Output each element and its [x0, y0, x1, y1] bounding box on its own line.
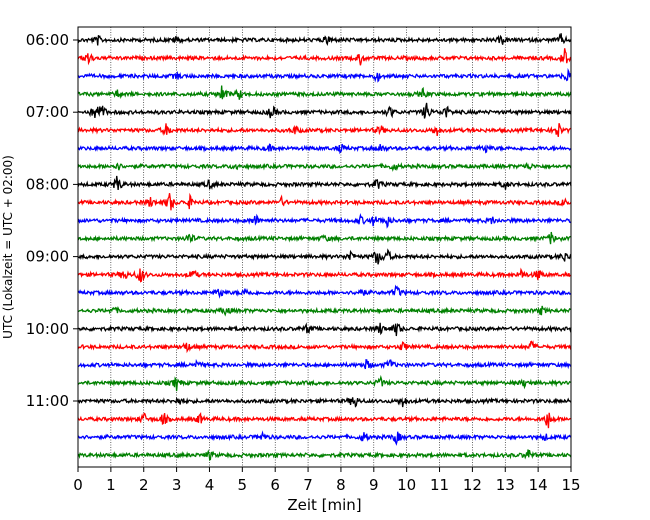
x-tick-label: 3: [172, 476, 182, 494]
x-tick-label: 6: [270, 476, 280, 494]
y-tick-label: 06:00: [26, 31, 69, 49]
x-axis-ticks: 0 1 2 3 4 5 6 7 8 9 10 11 12 13 14 15: [73, 467, 581, 494]
seismogram-trace: [77, 48, 572, 66]
seismogram-trace: [77, 284, 572, 299]
y-tick-label: 11:00: [26, 392, 69, 410]
x-tick-label: 7: [303, 476, 313, 494]
y-tick-label: 09:00: [26, 248, 69, 266]
x-tick-label: 12: [463, 476, 482, 494]
y-tick-label: 07:00: [26, 103, 69, 121]
y-axis-label: UTC (Lokalzeit = UTC + 02:00): [1, 155, 15, 339]
x-tick-label: 14: [529, 476, 548, 494]
seismogram-trace: [77, 143, 572, 155]
y-tick-label: 08:00: [26, 175, 69, 193]
x-tick-label: 9: [369, 476, 379, 494]
seismogram-trace: [77, 213, 572, 229]
y-tick-label: 10:00: [26, 320, 69, 338]
seismogram-trace: [77, 85, 572, 100]
seismogram-trace: [77, 340, 572, 354]
x-tick-label: 4: [205, 476, 215, 494]
x-tick-label: 13: [496, 476, 515, 494]
x-tick-label: 1: [106, 476, 116, 494]
y-axis-ticks: 06:00 07:00 08:00 09:00 10:00 11:00: [26, 31, 78, 410]
seismogram-trace: [77, 102, 572, 119]
seismogram-trace: [77, 248, 572, 265]
seismogram-trace: [77, 374, 572, 392]
seismogram-trace: [77, 322, 572, 337]
x-tick-label: 10: [397, 476, 416, 494]
x-tick-label: 15: [561, 476, 580, 494]
seismogram-trace: [77, 161, 572, 172]
seismogram-trace: [77, 175, 572, 191]
seismogram-trace: [77, 305, 572, 317]
plot-frame: [77, 26, 572, 468]
seismogram-trace: [77, 411, 572, 429]
seismogram-trace: [77, 231, 572, 245]
seismogram-trace: [77, 358, 572, 370]
x-tick-label: 5: [238, 476, 248, 494]
seismogram-trace: [77, 192, 572, 211]
vertical-grid: [110, 27, 539, 467]
seismogram-trace: [77, 449, 572, 462]
seismogram-trace: [77, 396, 572, 408]
seismogram-trace: [77, 33, 572, 47]
seismogram-trace: [77, 123, 572, 137]
x-tick-label: 0: [73, 476, 83, 494]
x-axis-label: Zeit [min]: [287, 496, 361, 514]
seismogram-trace: [77, 67, 572, 83]
seismogram-traces: [77, 33, 572, 462]
seismogram-trace: [77, 430, 572, 446]
x-tick-label: 11: [430, 476, 449, 494]
seismogram-trace: [77, 267, 572, 283]
x-tick-label: 8: [336, 476, 346, 494]
x-tick-label: 2: [139, 476, 149, 494]
